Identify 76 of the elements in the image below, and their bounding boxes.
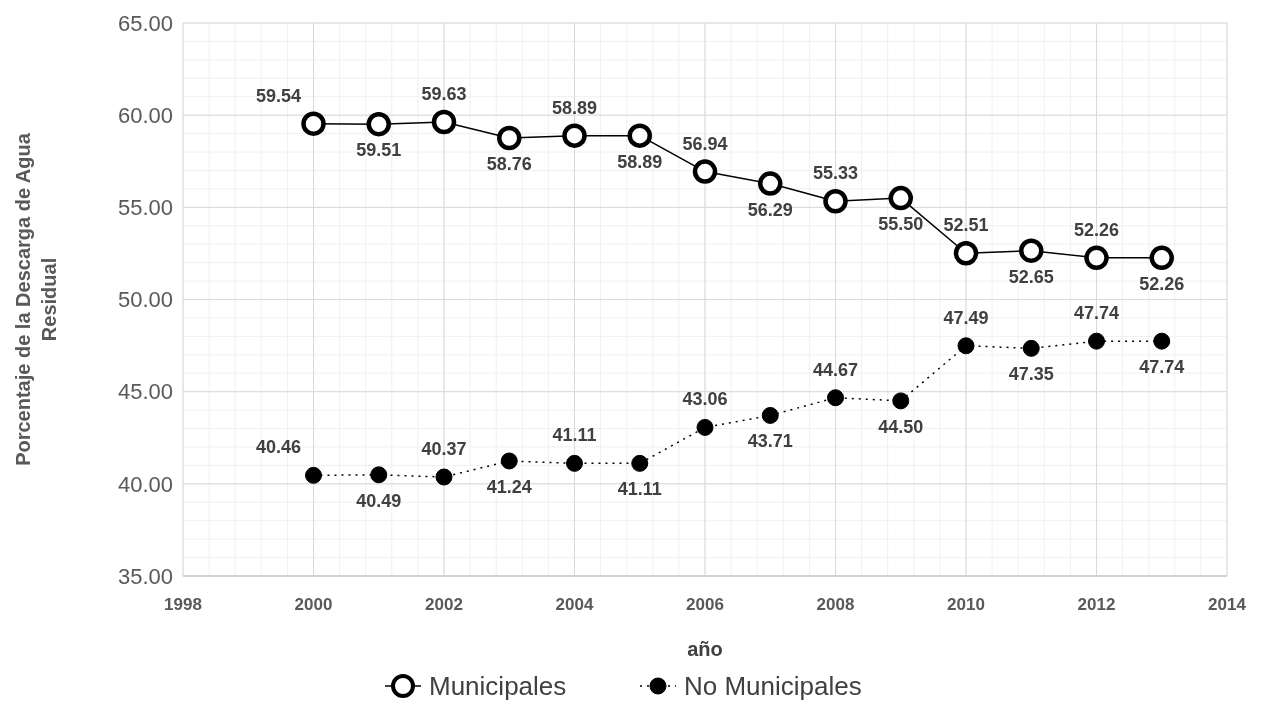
point	[823, 189, 848, 214]
y-tick-label: 35.00	[117, 563, 173, 589]
data-label: 47.74	[1139, 357, 1185, 378]
x-tick-label: 1998	[164, 595, 202, 614]
point	[761, 406, 779, 424]
point	[957, 337, 975, 355]
point	[627, 123, 652, 148]
y-tick-label: 55.00	[117, 195, 173, 221]
point	[497, 125, 522, 151]
point	[1022, 339, 1040, 357]
y-tick-label: 50.00	[117, 287, 173, 313]
point	[435, 468, 453, 486]
x-tick-label: 2002	[425, 595, 463, 614]
data-label: 58.89	[551, 97, 598, 118]
data-label: 41.11	[552, 425, 597, 446]
data-label: 56.94	[682, 133, 728, 154]
point	[1019, 238, 1044, 263]
data-label: 52.26	[1073, 219, 1120, 240]
point	[500, 452, 518, 470]
point	[696, 418, 714, 436]
data-label: 44.67	[812, 359, 859, 380]
data-label: 55.33	[812, 163, 859, 184]
point	[1149, 245, 1174, 271]
point	[366, 111, 391, 137]
point	[758, 171, 783, 196]
y-tick-label: 40.00	[117, 471, 173, 497]
data-label: 59.51	[356, 140, 402, 161]
point	[1084, 245, 1109, 271]
data-label: 56.29	[747, 199, 793, 220]
point	[692, 159, 718, 184]
data-label: 52.26	[1139, 273, 1185, 294]
data-label: 47.49	[943, 307, 989, 328]
point	[953, 240, 979, 266]
point	[631, 454, 649, 472]
y-axis-title: Porcentaje de la Descarga de Agua Residual	[12, 132, 60, 466]
y-tick-label: 65.00	[117, 10, 173, 36]
x-tick-label: 2014	[1208, 595, 1247, 614]
data-label: 59.63	[421, 83, 467, 104]
data-label: 44.50	[878, 416, 924, 437]
data-label: 55.50	[878, 214, 924, 235]
point	[827, 389, 844, 407]
legend-label: No Municipales	[684, 671, 862, 702]
data-label: 52.51	[943, 215, 989, 236]
x-axis-title: año	[687, 638, 723, 660]
point	[888, 185, 913, 211]
point	[1088, 332, 1105, 350]
data-label: 52.65	[1008, 266, 1054, 287]
data-label: 40.49	[356, 490, 402, 511]
y-tick-label: 45.00	[117, 379, 173, 405]
y-tick-label: 60.00	[117, 102, 173, 128]
x-tick-label: 2006	[686, 595, 724, 614]
data-label: 59.54	[255, 85, 302, 106]
point	[892, 392, 910, 410]
data-label: 58.89	[617, 151, 663, 172]
point	[1153, 332, 1171, 350]
x-tick-label: 2008	[816, 595, 855, 614]
data-label: 43.71	[747, 431, 793, 452]
x-tick-label: 2010	[947, 595, 985, 614]
point	[305, 466, 322, 484]
point	[566, 454, 583, 472]
data-label: 43.06	[682, 389, 728, 410]
legend-label: Municipales	[429, 671, 567, 702]
data-label: 58.76	[486, 154, 532, 175]
data-label: 40.37	[421, 439, 467, 460]
point	[431, 109, 457, 135]
data-label: 40.46	[255, 437, 302, 458]
point	[301, 111, 326, 136]
data-label: 41.24	[486, 476, 532, 497]
data-label: 41.11	[617, 479, 662, 500]
x-tick-label: 2004	[555, 595, 594, 614]
data-label: 47.74	[1073, 303, 1120, 324]
data-label: 47.35	[1008, 364, 1054, 385]
point	[370, 466, 388, 484]
point	[562, 123, 587, 148]
x-tick-label: 2000	[294, 595, 333, 614]
x-tick-label: 2012	[1077, 595, 1116, 614]
